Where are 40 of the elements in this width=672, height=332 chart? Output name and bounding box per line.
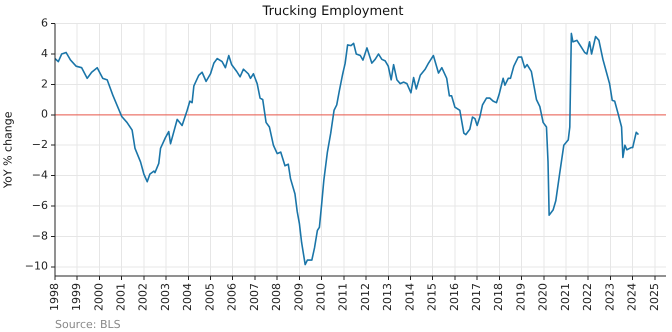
x-tick-label: 2024 (626, 283, 639, 312)
x-tick-label: 2005 (203, 283, 216, 312)
y-axis-title: YoY % change (1, 111, 14, 190)
x-tick-label: 2008 (270, 283, 284, 312)
x-tick-label: 1999 (70, 283, 84, 312)
x-tick-label: 2013 (381, 283, 394, 312)
source-note: Source: BLS (55, 318, 121, 331)
x-tick-label: 2025 (648, 283, 661, 312)
x-tick-label: 2011 (336, 283, 350, 312)
y-tick-label: 4 (41, 46, 48, 60)
x-tick-label: 2019 (514, 283, 528, 312)
x-tick-label: 2002 (136, 283, 150, 312)
x-tick-label: 2018 (492, 283, 506, 312)
y-tick-label: −10 (24, 260, 48, 273)
x-tick-label: 2007 (248, 283, 261, 312)
y-tick-label: −8 (32, 229, 48, 242)
y-tick-label: 6 (41, 16, 48, 30)
x-tick-label: 2000 (92, 283, 106, 312)
y-tick-label: 0 (41, 108, 48, 121)
y-tick-label: −4 (32, 168, 48, 182)
x-tick-label: 2006 (226, 283, 239, 312)
x-tick-label: 2017 (470, 283, 484, 312)
y-tick-label: −2 (32, 138, 48, 152)
x-tick-label: 2012 (358, 283, 372, 312)
x-tick-label: 2023 (603, 283, 616, 312)
x-tick-label: 2020 (536, 283, 550, 312)
x-tick-label: 1998 (48, 283, 61, 312)
x-tick-label: 2010 (314, 283, 328, 312)
x-tick-label: 2014 (403, 283, 416, 312)
x-tick-label: 2015 (426, 283, 439, 312)
x-tick-label: 2021 (558, 283, 572, 312)
x-tick-label: 2004 (181, 283, 194, 312)
y-tick-label: −6 (32, 198, 48, 212)
x-tick-label: 2001 (114, 283, 128, 312)
y-tick-label: 2 (41, 77, 48, 90)
chart-title: Trucking Employment (262, 4, 404, 20)
x-tick-label: 2022 (581, 283, 594, 312)
x-tick-label: 2009 (292, 283, 306, 312)
x-tick-label: 2016 (448, 283, 461, 312)
x-tick-label: 2003 (158, 283, 172, 312)
